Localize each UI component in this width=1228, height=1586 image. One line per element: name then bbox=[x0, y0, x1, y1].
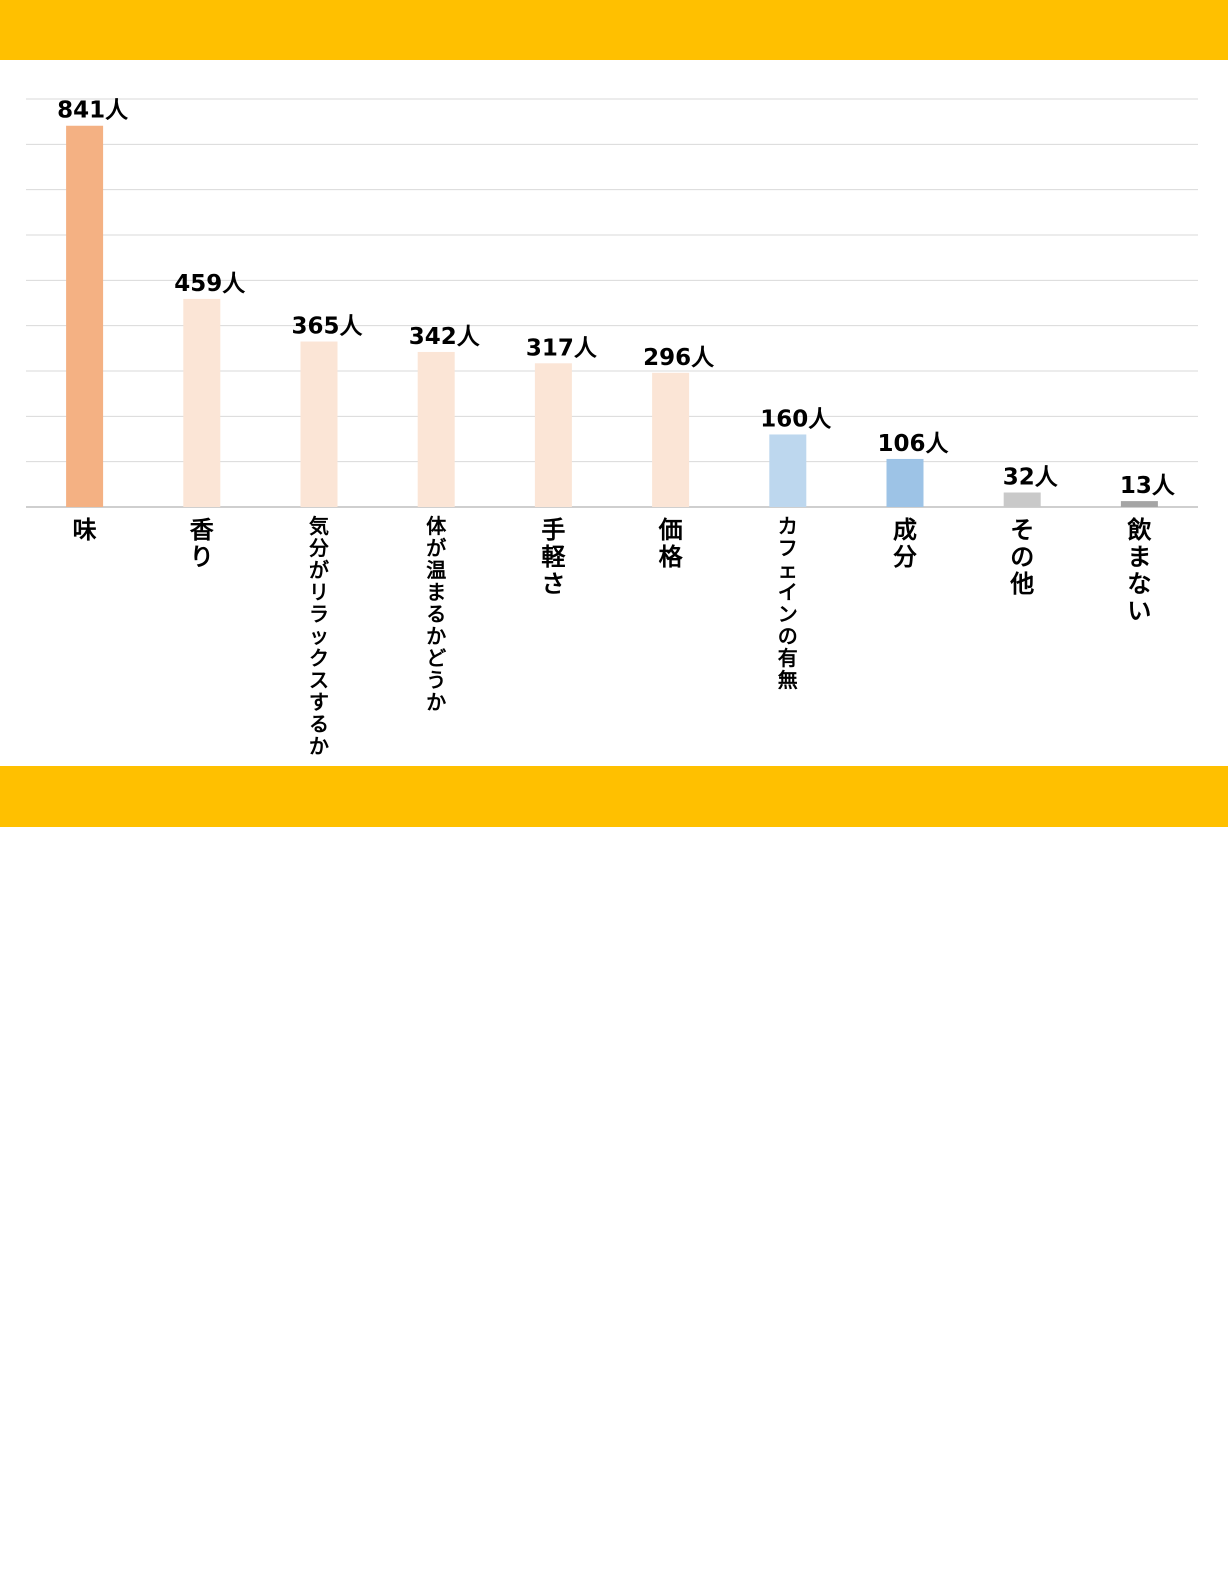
data-label: 459人 bbox=[174, 271, 246, 297]
category-label: 香り bbox=[190, 516, 215, 571]
bar bbox=[1003, 492, 1041, 507]
data-label: 160人 bbox=[760, 406, 832, 432]
bar bbox=[886, 458, 924, 507]
bar bbox=[66, 125, 104, 507]
data-label: 296人 bbox=[643, 345, 715, 371]
category-label: 体が温まるかどうか bbox=[426, 514, 447, 714]
category-label: 成分 bbox=[893, 516, 917, 571]
logo-url: www.navit-j.com bbox=[1054, 1565, 1162, 1580]
category-label: その他 bbox=[1009, 516, 1034, 598]
category-label: 味 bbox=[73, 516, 97, 544]
bar bbox=[534, 363, 572, 507]
data-label: 317人 bbox=[526, 335, 598, 361]
data-label: 106人 bbox=[877, 431, 949, 457]
bar bbox=[417, 351, 455, 507]
category-label: 気分がリラックスするか bbox=[309, 514, 329, 758]
data-label: 32人 bbox=[1003, 464, 1059, 490]
category-label: 手軽さ bbox=[541, 516, 566, 598]
category-label: 価格 bbox=[658, 516, 684, 571]
bottom-banner: N AVIT CO.,LTD. www.navit-j.com bbox=[0, 766, 1228, 1582]
data-label: 13人 bbox=[1120, 473, 1176, 499]
bar bbox=[769, 434, 807, 507]
top-banner bbox=[0, 0, 1228, 60]
data-label: 342人 bbox=[409, 324, 481, 350]
bar bbox=[300, 341, 338, 507]
logo-name: AVIT bbox=[1054, 1540, 1108, 1564]
navit-logo: N AVIT CO.,LTD. www.navit-j.com bbox=[1014, 1538, 1214, 1586]
category-label: 飲まない bbox=[1126, 516, 1152, 625]
data-label: 365人 bbox=[291, 314, 363, 340]
bar bbox=[183, 298, 221, 507]
bar bbox=[652, 372, 690, 507]
bar bbox=[1120, 501, 1158, 507]
logo-mark: N bbox=[1014, 1538, 1046, 1582]
logo-suffix: CO.,LTD. bbox=[1136, 1548, 1188, 1561]
category-label: カフェインの有無 bbox=[778, 514, 798, 692]
data-label: 841人 bbox=[57, 98, 129, 124]
